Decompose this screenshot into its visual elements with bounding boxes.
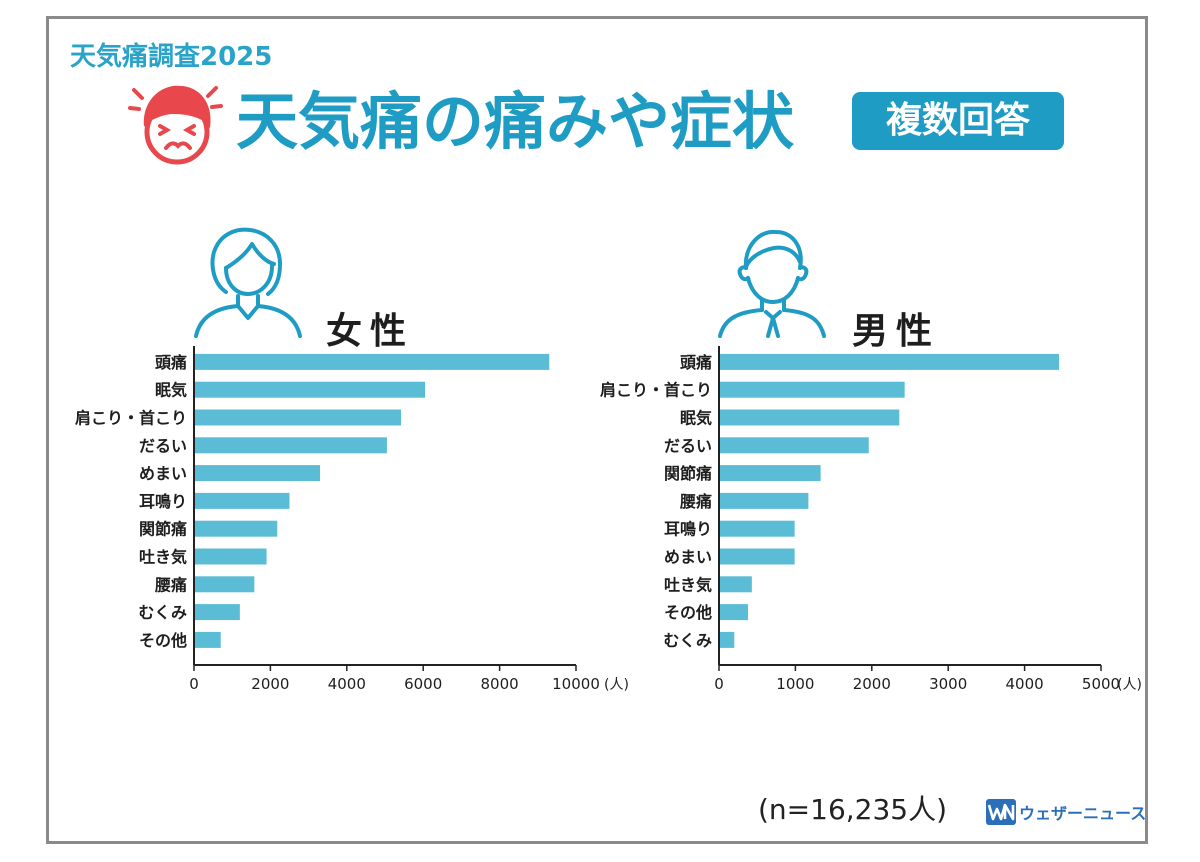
female-category-label-4: めまい (139, 464, 187, 483)
male-category-label-4: 関節痛 (664, 464, 712, 483)
female-category-label-10: その他 (139, 631, 187, 650)
female-category-label-2: 肩こり・首こり (75, 409, 187, 428)
survey-label: 天気痛調査2025 (70, 42, 273, 72)
female-bar-7 (194, 548, 267, 565)
multiple-answer-badge: 複数回答 (852, 92, 1064, 150)
male-x-tick-label-4: 4000 (1006, 675, 1044, 693)
male-category-label-5: 腰痛 (680, 492, 712, 511)
female-x-tick-label-0: 0 (189, 675, 199, 693)
male-bar-6 (719, 520, 795, 537)
male-category-label-1: 肩こり・首こり (600, 381, 712, 400)
male-category-label-7: めまい (664, 548, 712, 567)
female-category-label-8: 腰痛 (155, 575, 187, 594)
female-x-tick-label-3: 6000 (404, 675, 442, 693)
female-bar-9 (194, 604, 240, 621)
male-category-label-8: 吐き気 (664, 575, 712, 594)
infographic-frame (46, 16, 1148, 844)
male-x-tick-label-2: 2000 (853, 675, 891, 693)
male-bar-9 (719, 604, 749, 621)
female-category-label-0: 頭痛 (155, 353, 187, 372)
brand[interactable]: ウェザーニュース (986, 797, 1146, 827)
male-chart-title: 男性 (852, 311, 941, 352)
male-category-label-9: その他 (664, 603, 712, 622)
female-category-label-3: だるい (139, 436, 187, 455)
male-category-label-6: 耳鳴り (664, 520, 712, 539)
female-bar-8 (194, 576, 255, 593)
female-category-label-5: 耳鳴り (139, 492, 187, 511)
male-category-label-2: 眠気 (680, 409, 712, 428)
brand-name: ウェザーニュース (1019, 804, 1147, 823)
male-category-label-10: むくみ (663, 631, 712, 650)
female-bar-4 (194, 465, 321, 482)
female-x-unit-label: (人) (604, 677, 629, 693)
female-bar-6 (194, 520, 278, 537)
female-x-tick-label-5: 10000 (552, 675, 600, 693)
pained-face-icon (128, 85, 223, 165)
female-category-label-9: むくみ (138, 603, 187, 622)
female-bar-3 (194, 437, 387, 454)
male-bar-4 (719, 465, 821, 482)
female-bar-10 (194, 631, 221, 648)
male-x-tick-label-3: 3000 (929, 675, 967, 693)
female-category-label-1: 眠気 (155, 381, 187, 400)
female-bar-5 (194, 492, 290, 509)
female-bar-0 (194, 353, 550, 370)
female-person-icon (194, 227, 302, 338)
female-bar-1 (194, 381, 426, 398)
male-bar-2 (719, 409, 900, 426)
male-bar-3 (719, 437, 869, 454)
female-chart-title: 女性 (326, 311, 415, 352)
male-person-icon (718, 229, 826, 338)
male-bar-10 (719, 631, 735, 648)
male-bar-0 (719, 353, 1059, 370)
male-x-tick-label-0: 0 (714, 675, 724, 693)
male-x-unit-label: (人) (1117, 677, 1142, 693)
male-category-label-0: 頭痛 (680, 353, 712, 372)
main-title: 天気痛の痛みや症状 (236, 85, 795, 158)
male-bar-1 (719, 381, 905, 398)
female-category-label-7: 吐き気 (139, 548, 187, 567)
female-x-tick-label-1: 2000 (251, 675, 289, 693)
male-bar-8 (719, 576, 752, 593)
male-bar-5 (719, 492, 809, 509)
sample-size: (n=16,235人) (758, 793, 948, 826)
male-bar-7 (719, 548, 795, 565)
female-x-tick-label-2: 4000 (328, 675, 366, 693)
male-x-tick-label-5: 5000 (1082, 675, 1120, 693)
male-x-tick-label-1: 1000 (776, 675, 814, 693)
female-bar-2 (194, 409, 402, 426)
weathernews-logo-icon (986, 799, 1016, 825)
female-x-tick-label-4: 8000 (481, 675, 519, 693)
male-category-label-3: だるい (664, 436, 712, 455)
female-category-label-6: 関節痛 (139, 520, 187, 539)
